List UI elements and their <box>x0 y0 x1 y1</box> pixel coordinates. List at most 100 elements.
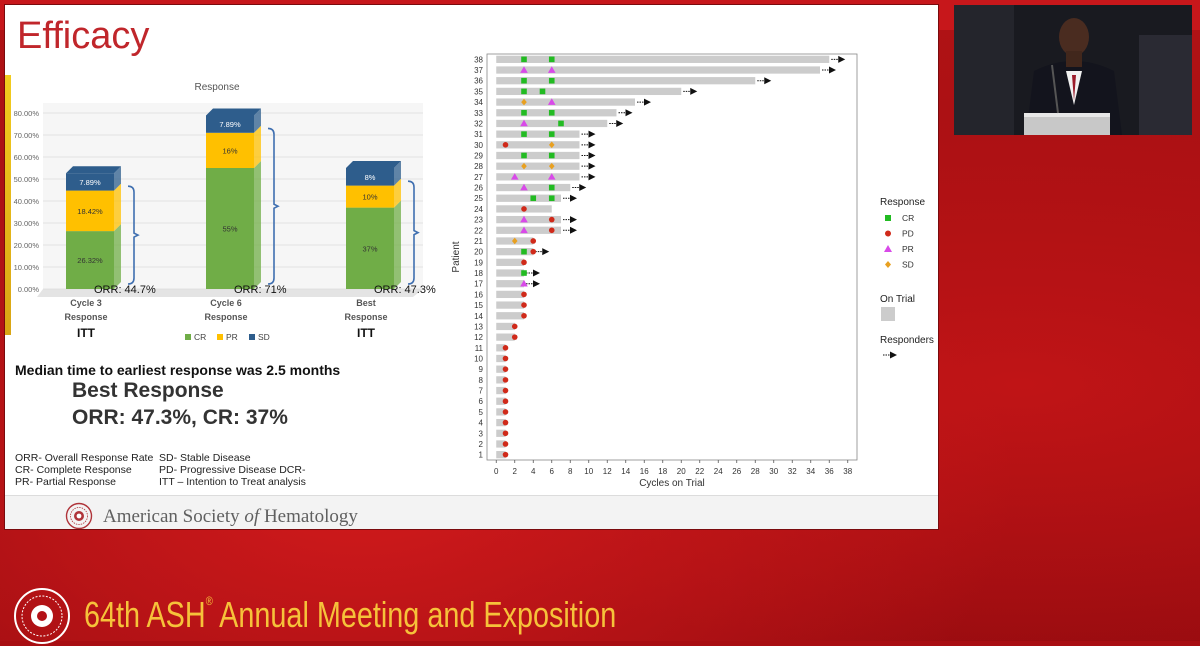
on-trial-bar <box>496 109 617 117</box>
on-trial-bar <box>496 173 580 181</box>
x-tick-label: 2 <box>513 467 518 476</box>
on-trial-bar <box>496 183 571 192</box>
marker-cr <box>521 248 527 255</box>
responder-arrow <box>570 194 577 202</box>
marker-pd <box>502 451 509 458</box>
legend-on-trial-swatch <box>881 307 895 321</box>
marker-cr <box>530 195 537 202</box>
bar-value-label: 10% <box>362 193 377 202</box>
x-tick-label: 4 <box>531 467 536 476</box>
x-tick-label: 34 <box>806 467 815 476</box>
bar-segment-side <box>254 125 261 168</box>
bar-segment-side <box>394 161 401 186</box>
orr-label: ORR: 44.7% <box>94 284 156 296</box>
marker-pd <box>521 312 527 319</box>
x-tick-label: 22 <box>695 467 704 476</box>
on-trial-bar <box>496 418 506 427</box>
marker-pd <box>548 216 555 223</box>
marker-pd <box>502 387 509 394</box>
y-tick-label: 10.00% <box>14 263 40 272</box>
x-tick-label: 30 <box>769 467 778 476</box>
on-trial-bar <box>496 354 506 363</box>
bar-top <box>346 161 401 168</box>
patient-label: 19 <box>474 258 483 267</box>
speaker-video <box>954 5 1192 135</box>
marker-pd <box>502 398 509 405</box>
marker-pd <box>530 238 537 244</box>
responder-arrow <box>625 109 633 117</box>
responder-arrow <box>579 184 587 192</box>
bar-chart-floor <box>37 289 423 297</box>
marker-pd <box>502 419 509 426</box>
patient-label: 35 <box>474 87 483 96</box>
marker-pd <box>521 291 527 298</box>
on-trial-bar <box>496 77 756 85</box>
legend-swatch-sd <box>249 334 255 340</box>
x-tick-label: 8 <box>568 467 573 476</box>
bar-segment-side <box>254 161 261 289</box>
on-trial-bar <box>496 98 635 106</box>
marker-cr <box>521 152 527 159</box>
x-tick-label: 18 <box>658 467 667 476</box>
slide-footer <box>5 495 938 529</box>
bar-segment-pr <box>66 190 114 232</box>
x-tick-label: 28 <box>751 467 760 476</box>
on-trial-bar <box>496 280 524 288</box>
responder-arrow <box>588 162 596 170</box>
legend-label: PR <box>226 332 238 342</box>
marker-pd <box>502 441 509 447</box>
best-response-values: ORR: 47.3%, CR: 37% <box>72 406 288 429</box>
x-tick-label: 16 <box>640 467 649 476</box>
marker-pd <box>521 206 527 212</box>
patient-label: 12 <box>474 333 483 342</box>
x-tick-label: 12 <box>603 467 612 476</box>
orr-bracket <box>407 180 420 285</box>
responder-arrow <box>616 119 624 127</box>
bar-top <box>206 108 261 116</box>
on-trial-bar <box>496 322 515 331</box>
x-tick-label: 24 <box>714 467 723 476</box>
best-response-title: Best Response <box>72 379 224 402</box>
responder-arrow <box>542 248 550 256</box>
on-trial-bar <box>496 87 682 96</box>
patient-label: 37 <box>474 66 483 75</box>
patient-label: 20 <box>474 248 483 257</box>
bar-value-label: 26.32% <box>77 256 103 265</box>
x-tick-label: 36 <box>825 467 834 476</box>
bar-segment-sd <box>206 115 254 133</box>
marker-pd <box>502 355 509 362</box>
responder-arrow <box>588 130 596 138</box>
bar-segment-pr <box>206 132 254 168</box>
on-trial-bar <box>496 215 561 224</box>
legend-response-title: Response <box>880 197 925 208</box>
y-tick-label: 40.00% <box>14 197 40 206</box>
legend-label: SD <box>258 332 270 342</box>
marker-pr <box>510 173 519 180</box>
responder-arrow <box>533 269 540 277</box>
bar-segment-side <box>114 166 121 191</box>
on-trial-bar <box>496 290 524 299</box>
on-trial-bar <box>496 397 506 405</box>
marker-pr <box>520 279 528 287</box>
on-trial-bar <box>496 344 506 352</box>
subgroup-label: ITT <box>357 326 376 340</box>
marker-pr <box>547 66 556 73</box>
marker-cr <box>558 120 564 127</box>
marker-pd <box>521 259 527 266</box>
responder-arrow <box>588 152 596 159</box>
slide-side-stripe <box>5 75 11 335</box>
abbrev-pd: PD- Progressive Disease DCR- <box>159 464 306 476</box>
patient-label: 15 <box>474 301 483 310</box>
legend-label: SD <box>902 260 914 270</box>
y-tick-label: 80.00% <box>14 109 40 118</box>
on-trial-bar <box>496 451 506 459</box>
bar-value-label: 18.42% <box>77 207 103 216</box>
marker-cr <box>548 131 555 137</box>
x-tick-label: 10 <box>584 467 593 476</box>
marker-pr <box>520 215 528 223</box>
marker-pd <box>521 302 527 308</box>
marker-pd <box>502 345 509 351</box>
patient-label: 32 <box>474 119 483 128</box>
marker-pd <box>885 230 891 237</box>
patient-label: 31 <box>474 130 483 139</box>
